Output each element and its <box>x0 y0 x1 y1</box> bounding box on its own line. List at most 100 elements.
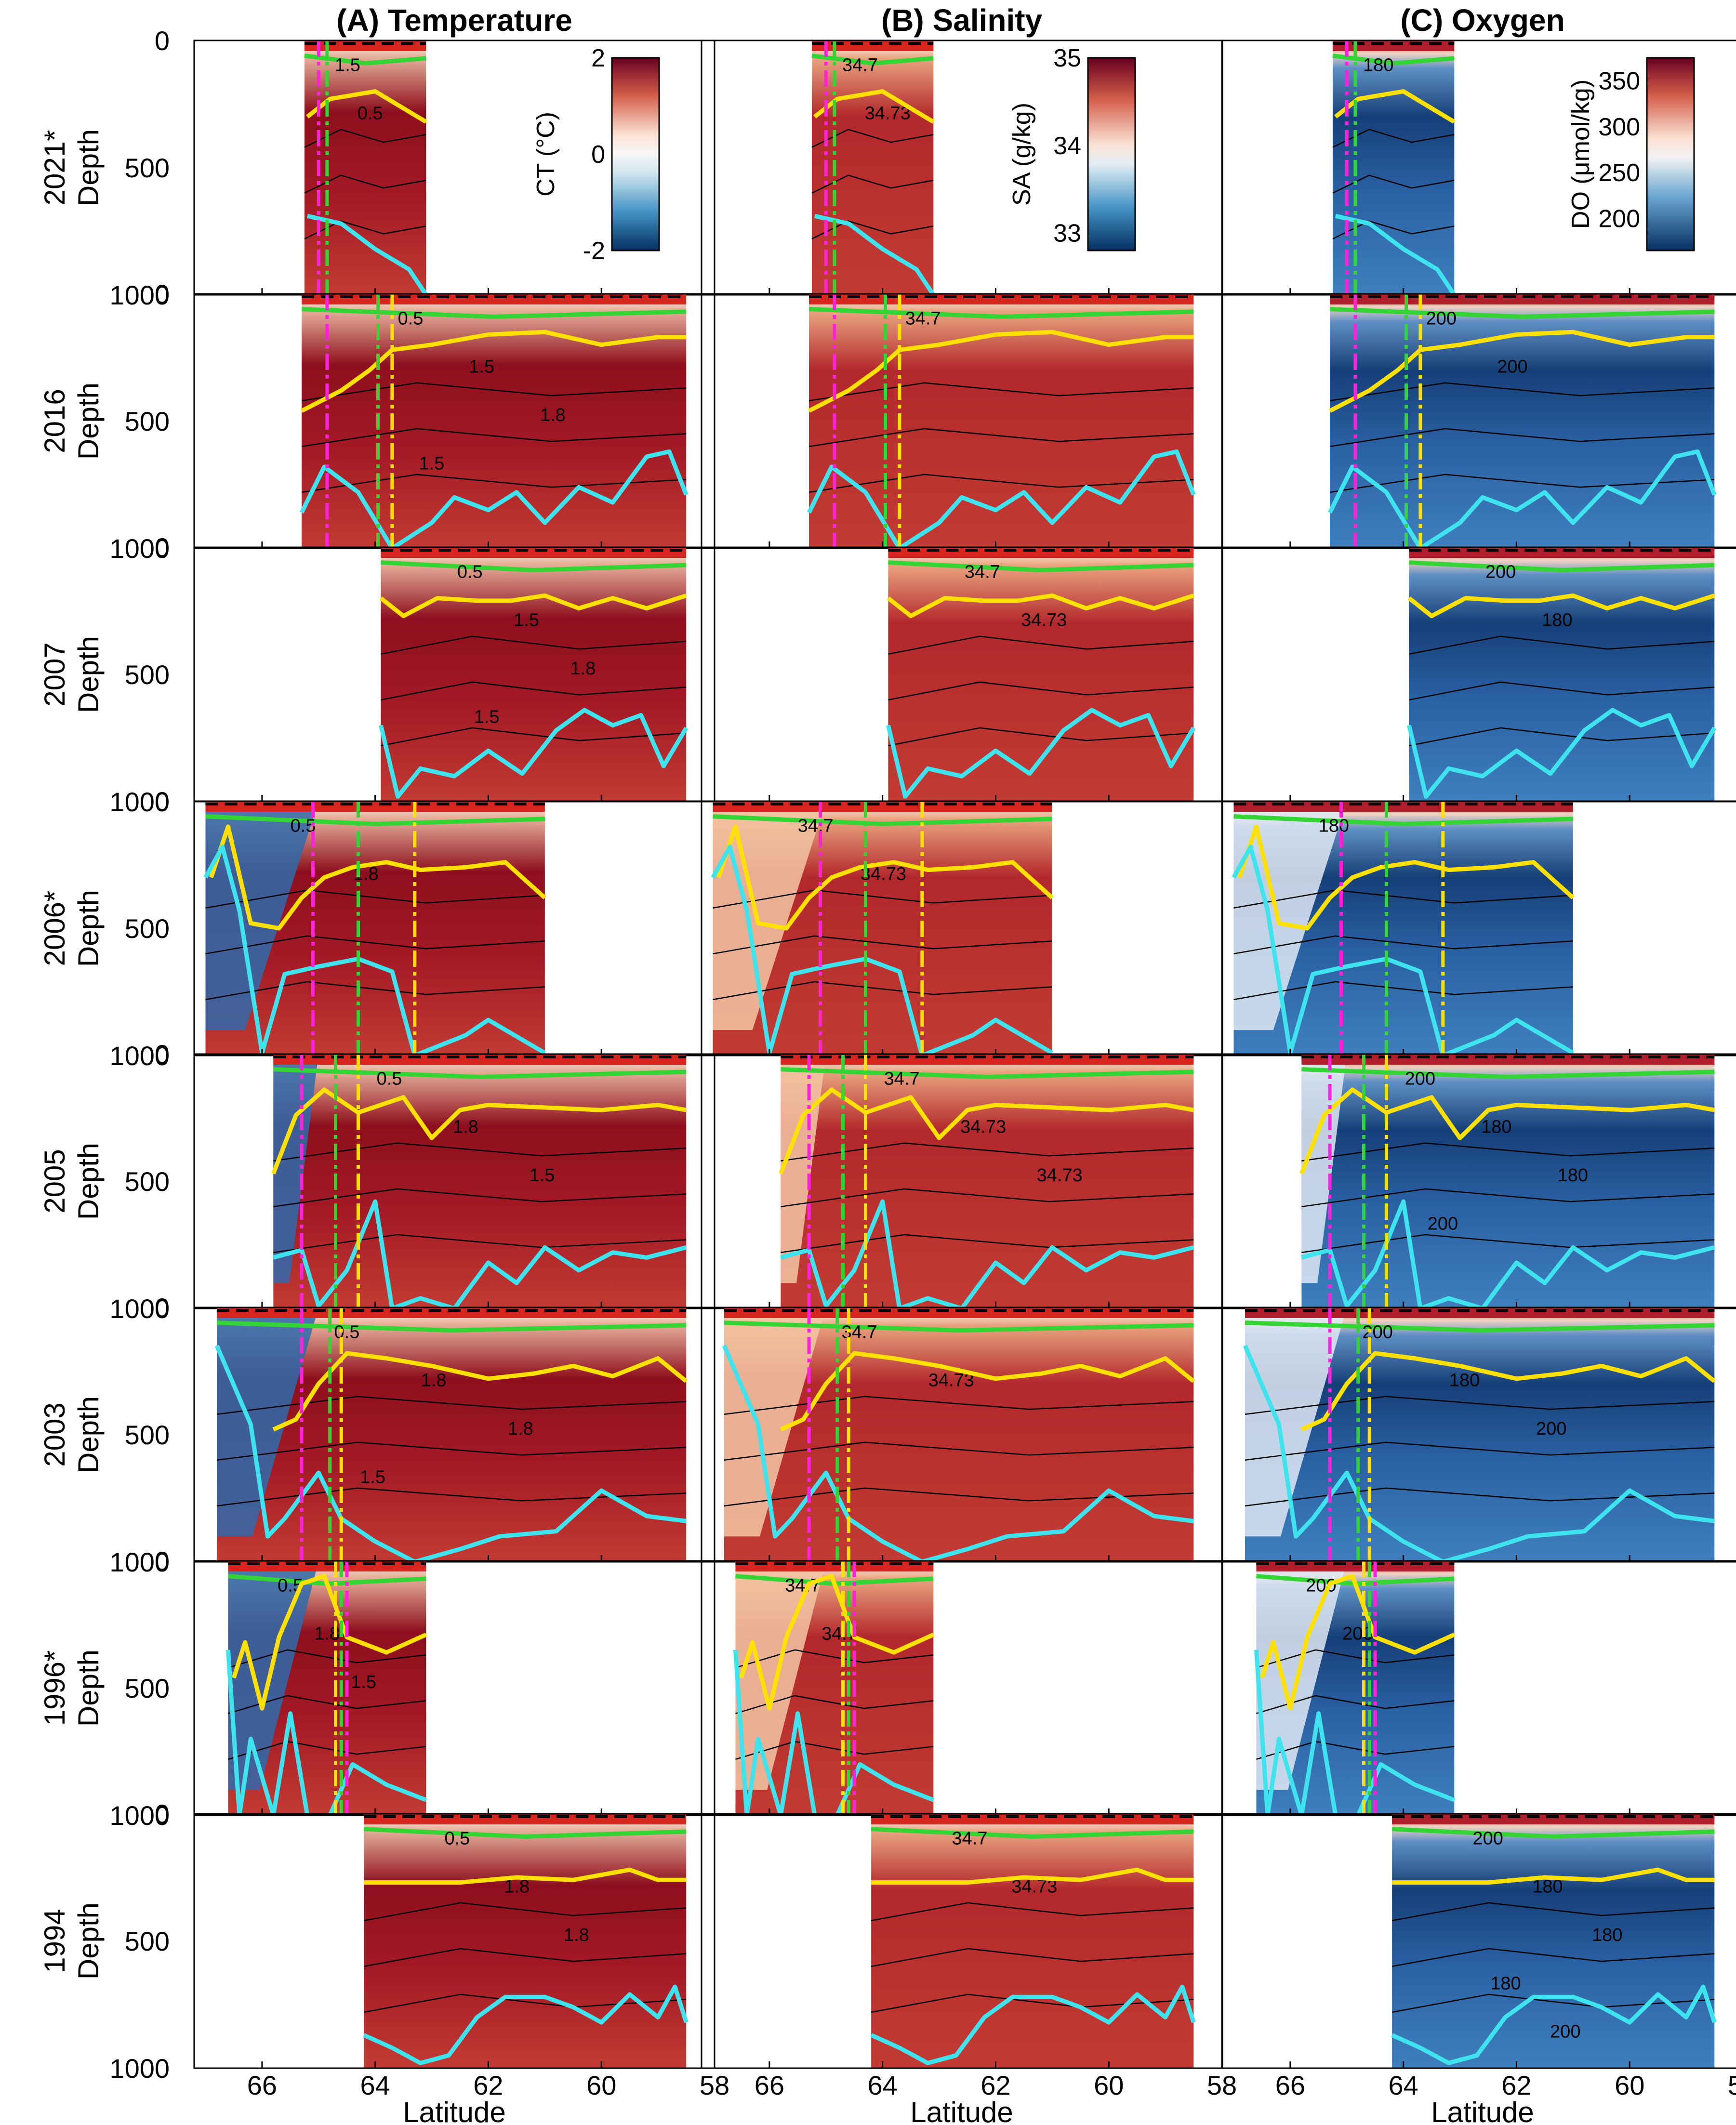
contour-line <box>1256 1649 1455 1668</box>
contour-line <box>1233 981 1573 1001</box>
contour-line <box>724 1396 1194 1415</box>
contour-label: 180 <box>1363 55 1393 75</box>
yellow-isopycnal-line <box>887 593 1194 619</box>
coastal-wedge <box>1301 1054 1347 1283</box>
depth-tick-label: 0 <box>155 26 170 56</box>
depth-label-1: Depth <box>72 383 105 460</box>
section-panel-salinity-7: 34.734.73 <box>701 1813 1223 2069</box>
panel-frame <box>193 1307 716 1563</box>
green-layer-line <box>304 53 426 66</box>
section-fill <box>781 1054 1194 1308</box>
contour-label: 0.5 <box>358 104 383 124</box>
contour-label: 200 <box>1405 1069 1435 1089</box>
green-layer-line <box>724 1320 1194 1333</box>
section-fill <box>809 294 1194 548</box>
colorbar-label-temperature: CT (°C) <box>532 112 560 197</box>
row-label-6: 1996* <box>39 1650 71 1726</box>
yellow-isopycnal-line <box>1328 330 1715 413</box>
column-title-salinity: (B) Salinity <box>881 3 1043 38</box>
colorbar-salinity: 35 34 33 SA (g/kg) <box>1008 44 1136 251</box>
section-panel-oxygen-4: 200 180 180 200 <box>1221 1053 1736 1309</box>
yellow-isopycnal-line <box>780 1351 1195 1432</box>
section-fill <box>871 1814 1194 2068</box>
yellow-isopycnal-line <box>871 1867 1194 1885</box>
green-layer-line <box>363 1827 687 1839</box>
contour-label: 180 <box>1490 1973 1521 1993</box>
yellow-isopycnal-line <box>716 824 1054 931</box>
yellow-isopycnal-line <box>300 330 687 413</box>
contour-line <box>1233 889 1573 909</box>
green-layer-line <box>1391 1827 1715 1839</box>
depth-tick-label: 500 <box>125 1420 170 1450</box>
latitude-tick-label: 62 <box>1501 2070 1531 2100</box>
contour-line <box>304 220 426 239</box>
contour-label: 34.7 <box>965 562 1000 582</box>
contour-label: 200 <box>1536 1419 1566 1439</box>
depth-tick-label: 1000 <box>109 2053 170 2084</box>
contour-label: 34.7 <box>905 308 941 329</box>
colorbar-label-oxygen: DO (μmol/kg) <box>1567 79 1595 229</box>
contour-line <box>1409 635 1715 655</box>
section-panel-salinity-4: 34.7 34.73 34.73 <box>701 1053 1223 1309</box>
coastal-wedge <box>724 1307 826 1537</box>
contour-label: 34.7 <box>842 55 878 75</box>
section-fill <box>1332 40 1455 295</box>
latitude-tick-label: 66 <box>247 2070 277 2100</box>
yellow-isopycnal-line <box>1299 1087 1715 1175</box>
contour-label: 34.7 <box>785 1575 821 1596</box>
latitude-tick-label: 62 <box>473 2070 503 2100</box>
contour-label: 1.8 <box>508 1419 533 1439</box>
contour-label: 34.7 <box>884 1069 920 1089</box>
section-fill <box>273 1054 687 1308</box>
depth-tick-label: 500 <box>125 406 170 436</box>
yellow-isopycnal-line <box>271 1087 687 1175</box>
cyan-isopycnal-line <box>886 708 1196 799</box>
section-panel-temperature-0: 1.5 0.5 <box>193 40 716 296</box>
panel-frame <box>701 40 1223 296</box>
contour-line <box>713 935 1052 955</box>
depth-label-7: Depth <box>72 1902 105 1980</box>
green-layer-line <box>781 1067 1194 1080</box>
section-panel-temperature-7: 0.51.81.8 <box>193 1813 716 2069</box>
depth-tick-label: 500 <box>125 153 170 183</box>
contour-label: 1.5 <box>474 707 500 727</box>
section-fill <box>1330 294 1715 548</box>
contour-line <box>216 1487 687 1507</box>
contour-line <box>205 981 545 1001</box>
green-layer-line <box>381 560 687 573</box>
colorbar-tick-label: 300 <box>1598 113 1640 141</box>
cyan-isopycnal-line <box>780 1199 1194 1308</box>
depth-tick-label: 1000 <box>109 1800 170 1831</box>
section-panel-oxygen-1: 200 200 <box>1221 293 1736 549</box>
latitude-tick-label: 62 <box>981 2070 1010 2100</box>
section-fill <box>304 40 426 295</box>
row-label-1: 2016 <box>39 389 71 453</box>
depth-tick-label: 0 <box>155 786 170 817</box>
latitude-tick-label: 64 <box>1389 2070 1418 2100</box>
contour-label: 34.73 <box>1037 1165 1083 1186</box>
depth-tick-label: 0 <box>155 1293 170 1323</box>
depth-tick-label: 1000 <box>109 1041 170 1071</box>
depth-tick-label: 500 <box>125 660 170 690</box>
depth-label-3: Depth <box>72 890 105 967</box>
latitude-tick-label: 66 <box>755 2070 784 2100</box>
contour-line <box>724 1487 1194 1507</box>
contour-line <box>1329 428 1715 448</box>
depth-tick-label: 500 <box>125 1673 170 1703</box>
column-title-temperature: (A) Temperature <box>336 3 572 38</box>
latitude-tick-label: 66 <box>1275 2070 1305 2100</box>
depth-label-2: Depth <box>72 636 105 713</box>
cyan-isopycnal-line <box>814 213 936 295</box>
yellow-isopycnal-line <box>739 1574 935 1711</box>
depth-tick-label: 0 <box>155 279 170 309</box>
cyan-isopycnal-line <box>1407 708 1717 799</box>
contour-line <box>811 220 934 239</box>
contour-line <box>724 1441 1194 1461</box>
contour-label: 1.8 <box>421 1371 447 1391</box>
section-panel-temperature-4: 0.5 1.8 1.5 <box>193 1053 716 1309</box>
contour-label: 0.5 <box>444 1828 470 1848</box>
row-label-4: 2005 <box>39 1149 71 1213</box>
colorbar-tick-label: 350 <box>1598 67 1640 95</box>
contour-label: 200 <box>1363 1322 1393 1342</box>
